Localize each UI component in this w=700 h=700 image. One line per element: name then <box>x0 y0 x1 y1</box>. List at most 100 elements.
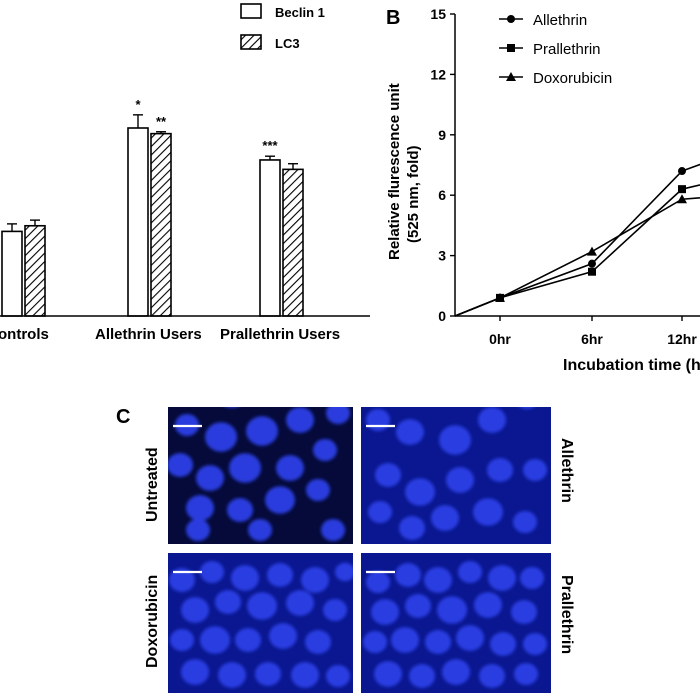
nucleus <box>196 465 224 491</box>
nucleus <box>395 563 421 587</box>
nucleus <box>424 567 452 593</box>
nucleus <box>366 570 390 594</box>
series-line <box>454 163 700 317</box>
nucleus <box>254 372 282 398</box>
nucleus <box>267 563 293 587</box>
nucleus <box>474 592 502 618</box>
legend-label: Prallethrin <box>533 41 601 58</box>
micrograph-doxorubicin <box>168 553 353 693</box>
nucleus <box>321 518 345 542</box>
bar <box>282 168 304 317</box>
micrograph-prallethrin <box>361 553 551 693</box>
nucleus <box>511 600 537 624</box>
marker-circle <box>507 15 515 23</box>
category-label-allethrin: Allethrin Users <box>95 326 202 343</box>
nucleus <box>215 590 241 614</box>
nucleus <box>301 567 329 593</box>
nucleus <box>487 458 513 482</box>
nucleus <box>514 662 538 686</box>
nucleus <box>269 623 297 649</box>
nucleus <box>396 419 424 445</box>
nucleus <box>439 425 471 455</box>
nucleus <box>186 495 214 521</box>
nucleus <box>306 478 330 502</box>
legend: Allethrin Prallethrin Doxorubicin <box>499 12 612 87</box>
nucleus <box>286 590 314 616</box>
nucleus <box>335 562 353 582</box>
nucleus <box>391 627 419 653</box>
nucleus <box>227 407 237 408</box>
nucleus <box>326 407 350 425</box>
y-tick-label: 9 <box>438 127 446 143</box>
nucleus <box>479 664 505 688</box>
nucleus <box>247 592 277 620</box>
nucleus <box>186 518 210 542</box>
series-lines <box>454 163 700 317</box>
y-ticks: 0 3 6 9 12 15 <box>430 6 455 324</box>
nucleus <box>227 498 253 522</box>
nucleus <box>425 630 451 654</box>
nucleus <box>363 630 387 654</box>
x-tick-label: 6hr <box>581 331 603 347</box>
panel-label-b: B <box>386 7 400 29</box>
nucleus <box>276 455 304 481</box>
nucleus <box>229 453 261 483</box>
x-ticks: 0hr 6hr 12hr <box>489 316 697 347</box>
marker-square <box>507 44 515 52</box>
nucleus <box>405 594 431 618</box>
bar <box>150 132 172 317</box>
panel-c-micrographs: C Untreated Allethrin Doxorubicin Pralle… <box>116 372 575 693</box>
nucleus <box>181 659 209 685</box>
nucleus <box>291 662 319 688</box>
y-tick-label: 0 <box>438 308 446 324</box>
marker-triangle <box>587 246 597 256</box>
nucleus <box>458 560 482 584</box>
legend-swatch-beclin <box>240 3 262 19</box>
nucleus <box>292 380 318 404</box>
nucleus <box>168 453 193 477</box>
nucleus <box>231 565 259 591</box>
significance-label: *** <box>262 138 278 153</box>
nucleus <box>323 598 347 622</box>
nucleus <box>368 500 392 524</box>
nucleus <box>431 505 459 531</box>
nuclei-layer <box>363 560 547 688</box>
significance-label: ** <box>156 114 167 129</box>
nucleus <box>169 568 195 592</box>
nucleus <box>409 664 435 688</box>
category-label-controls: ontrols <box>0 326 49 343</box>
marker-triangle <box>506 72 516 81</box>
nucleus <box>374 661 402 687</box>
nucleus <box>313 438 337 462</box>
nucleus <box>399 516 425 540</box>
nucleus <box>326 664 350 688</box>
nucleus <box>265 486 295 514</box>
y-tick-label: 12 <box>430 66 446 82</box>
bar <box>1 230 23 317</box>
nucleus <box>235 628 261 652</box>
nucleus <box>523 458 547 482</box>
nucleus <box>205 422 237 452</box>
nucleus <box>218 662 246 688</box>
x-tick-label: 12hr <box>667 331 697 347</box>
nucleus <box>200 626 230 654</box>
nucleus <box>366 408 390 432</box>
nucleus <box>456 625 484 651</box>
micrograph-untreated <box>168 372 353 544</box>
bar <box>127 127 149 317</box>
nucleus <box>246 416 278 446</box>
x-axis-label: Incubation time (h <box>563 357 700 374</box>
panel-label-c: C <box>116 406 130 428</box>
legend-label-lc3: LC3 <box>275 36 300 51</box>
micrograph-grid <box>168 372 551 693</box>
marker-square <box>588 267 596 276</box>
marker-square <box>678 185 686 194</box>
bar <box>259 159 281 317</box>
marker-triangle <box>495 292 505 302</box>
nucleus <box>371 599 399 625</box>
nucleus <box>442 659 470 685</box>
nucleus <box>446 467 474 493</box>
nucleus <box>248 518 272 542</box>
nucleus <box>405 478 435 506</box>
